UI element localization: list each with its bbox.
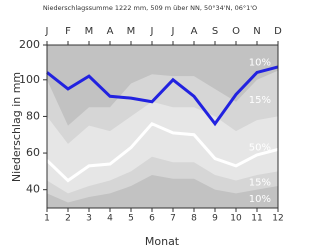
x-tick-label: 2	[65, 214, 71, 224]
band-label: 15%	[249, 95, 271, 106]
band-label: 10%	[249, 194, 271, 205]
month-label: S	[212, 26, 218, 37]
month-label: F	[65, 26, 71, 37]
x-tick-label: 5	[128, 214, 134, 224]
y-axis-label: Niederschlag in mm	[10, 72, 23, 182]
x-tick-label: 12	[272, 214, 283, 224]
plot-frame	[46, 44, 279, 209]
x-axis-label: Monat	[145, 235, 180, 248]
y-tick-label: 200	[19, 38, 40, 51]
x-tick-label: 10	[230, 214, 242, 224]
percentile-area	[47, 175, 278, 208]
series-line	[46, 65, 279, 127]
x-tick-label: 4	[107, 214, 113, 224]
month-label: N	[253, 26, 260, 37]
x-tick-label: 6	[149, 214, 155, 224]
month-label: J	[171, 26, 175, 37]
x-tick-label: 9	[212, 214, 218, 224]
month-label: O	[232, 26, 240, 37]
y-tick-label: 60	[26, 146, 40, 159]
x-tick-label: 3	[86, 214, 92, 224]
x-tick-label: 7	[170, 214, 176, 224]
band-label: 50%	[249, 143, 271, 154]
month-label: J	[45, 26, 49, 37]
month-label: J	[150, 26, 154, 37]
series-line	[45, 121, 279, 183]
y-tick-label: 40	[26, 183, 40, 196]
chart: Niederschlagssumme 1222 mm, 509 m über N…	[10, 4, 284, 248]
x-tick-label: 11	[251, 214, 262, 224]
month-label: A	[107, 26, 114, 37]
month-label: M	[85, 26, 94, 37]
x-tick-label: 8	[191, 214, 197, 224]
x-tick-label: 1	[44, 214, 50, 224]
chart-title: Niederschlagssumme 1222 mm, 509 m über N…	[43, 4, 257, 12]
band-label: 10%	[249, 57, 271, 68]
y-tick-label: 80	[26, 109, 40, 122]
month-label: A	[191, 26, 198, 37]
y-tick-label: 100	[19, 73, 40, 86]
band-label: 15%	[249, 177, 271, 188]
month-label: M	[127, 26, 136, 37]
month-label: D	[274, 26, 282, 37]
